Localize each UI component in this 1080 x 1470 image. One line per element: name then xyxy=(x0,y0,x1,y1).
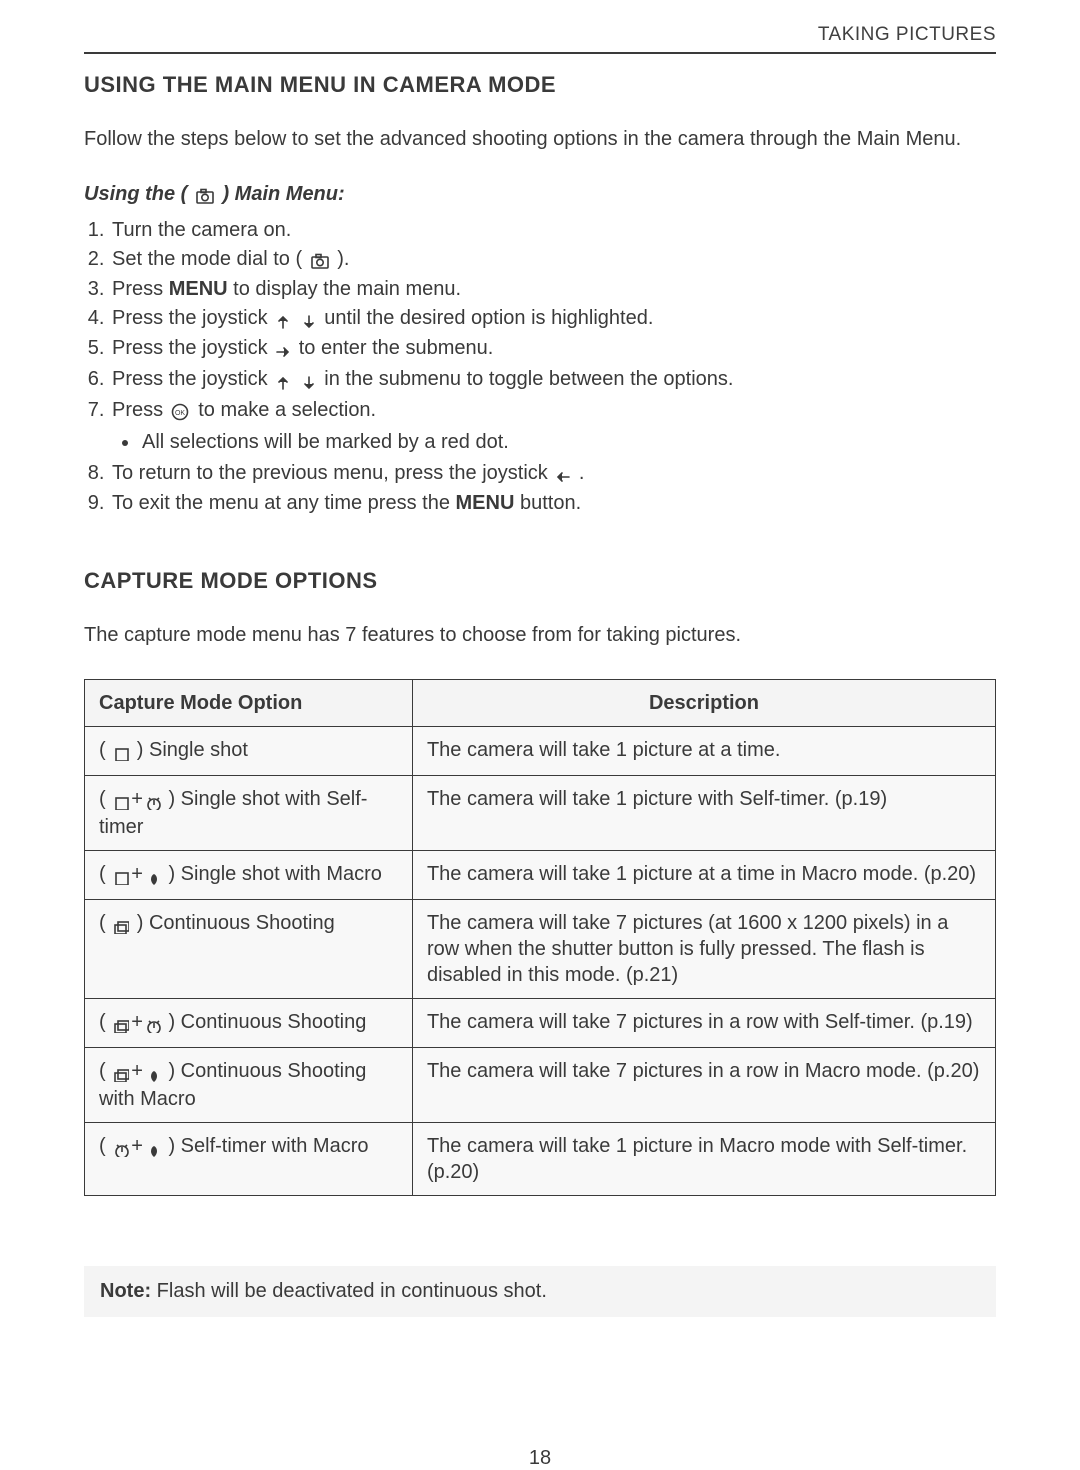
step-7-post: to make a selection. xyxy=(193,399,376,421)
step-4-post: until the desired option is highlighted. xyxy=(319,307,654,329)
opt-cell: ( + ) Single shot with Self-timer xyxy=(85,775,413,850)
header-rule xyxy=(84,52,996,54)
page-number: 18 xyxy=(84,1447,996,1470)
step-5: Press the joystick to enter the submenu. xyxy=(110,334,996,365)
square-icon xyxy=(113,739,129,765)
camera-icon xyxy=(195,185,215,208)
desc-cell: The camera will take 7 pictures (at 1600… xyxy=(412,899,995,998)
desc-cell: The camera will take 1 picture with Self… xyxy=(412,775,995,850)
table-row: ( + ) Single shot with Self-timer The ca… xyxy=(85,775,996,850)
steps-list: Turn the camera on. Set the mode dial to… xyxy=(84,216,996,518)
table-row: ( ) Single shot The camera will take 1 p… xyxy=(85,726,996,775)
arrow-up-icon xyxy=(275,367,291,396)
step-5-pre: Press the joystick xyxy=(112,337,273,359)
header-section-label: TAKING PICTURES xyxy=(84,24,996,46)
step-4-pre: Press the joystick xyxy=(112,307,273,329)
step-8: To return to the previous menu, press th… xyxy=(110,459,996,490)
table-row: ( + ) Continuous Shooting The camera wil… xyxy=(85,998,996,1047)
square-icon xyxy=(113,788,129,814)
table-row: ( + ) Continuous Shooting with Macro The… xyxy=(85,1047,996,1122)
desc-cell: The camera will take 7 pictures in a row… xyxy=(412,998,995,1047)
subheading-post: ) Main Menu: xyxy=(217,183,345,205)
step-3: Press MENU to display the main menu. xyxy=(110,275,996,304)
desc-cell: The camera will take 7 pictures in a row… xyxy=(412,1047,995,1122)
section2-intro: The capture mode menu has 7 features to … xyxy=(84,622,996,649)
step-9-pre: To exit the menu at any time press the xyxy=(112,492,456,514)
note-bold: Note: xyxy=(100,1280,151,1302)
step-3-bold: MENU xyxy=(169,278,228,300)
arrow-left-icon xyxy=(555,461,571,490)
opt-text: ) Continuous Shooting with Macro xyxy=(99,1060,366,1110)
opt-cell: ( + ) Continuous Shooting with Macro xyxy=(85,1047,413,1122)
step-2-pre: Set the mode dial to ( xyxy=(112,248,308,270)
table-header-row: Capture Mode Option Description xyxy=(85,679,996,726)
timer-icon xyxy=(113,1135,129,1161)
section1-subheading: Using the ( ) Main Menu: xyxy=(84,183,996,208)
desc-cell: The camera will take 1 picture in Macro … xyxy=(412,1122,995,1195)
step-6-post: in the submenu to toggle between the opt… xyxy=(319,368,734,390)
step-3-pre: Press xyxy=(112,278,169,300)
step-9-post: button. xyxy=(514,492,581,514)
step-4: Press the joystick until the desired opt… xyxy=(110,304,996,335)
table-row: ( ) Continuous Shooting The camera will … xyxy=(85,899,996,998)
step-2-post: ). xyxy=(332,248,350,270)
note-text: Flash will be deactivated in continuous … xyxy=(151,1280,547,1302)
timer-icon xyxy=(145,788,161,814)
opt-cell: ( + ) Single shot with Macro xyxy=(85,850,413,899)
step-6-pre: Press the joystick xyxy=(112,368,273,390)
arrow-down-icon xyxy=(301,306,317,335)
desc-cell: The camera will take 1 picture at a time… xyxy=(412,726,995,775)
step-5-post: to enter the submenu. xyxy=(293,337,493,359)
opt-text: ) Continuous Shooting xyxy=(131,912,334,934)
timer-icon xyxy=(145,1011,161,1037)
opt-cell: ( + ) Continuous Shooting xyxy=(85,998,413,1047)
camera-icon xyxy=(310,247,330,276)
macro-icon xyxy=(145,863,161,889)
arrow-right-icon xyxy=(275,336,291,365)
arrow-down-icon xyxy=(301,367,317,396)
step-3-post: to display the main menu. xyxy=(228,278,461,300)
continuous-icon xyxy=(113,912,129,938)
step-2: Set the mode dial to ( ). xyxy=(110,245,996,276)
step-7: Press to make a selection. All selection… xyxy=(110,396,996,457)
table-col2-header: Description xyxy=(412,679,995,726)
step-1: Turn the camera on. xyxy=(110,216,996,245)
continuous-icon xyxy=(113,1060,129,1086)
step-8-pre: To return to the previous menu, press th… xyxy=(112,462,553,484)
opt-text: ) Single shot with Self-timer xyxy=(99,788,367,838)
section1-intro: Follow the steps below to set the advanc… xyxy=(84,126,996,153)
arrow-up-icon xyxy=(275,306,291,335)
opt-text: ) Single shot with Macro xyxy=(163,863,382,885)
table-row: ( + ) Self-timer with Macro The camera w… xyxy=(85,1122,996,1195)
step-6: Press the joystick in the submenu to tog… xyxy=(110,365,996,396)
macro-icon xyxy=(145,1135,161,1161)
opt-cell: ( ) Single shot xyxy=(85,726,413,775)
step-8-post: . xyxy=(573,462,584,484)
opt-text: ) Single shot xyxy=(131,739,248,761)
note-box: Note: Flash will be deactivated in conti… xyxy=(84,1266,996,1317)
table-row: ( + ) Single shot with Macro The camera … xyxy=(85,850,996,899)
step-7-bullet: All selections will be marked by a red d… xyxy=(140,428,996,457)
opt-cell: ( + ) Self-timer with Macro xyxy=(85,1122,413,1195)
subheading-pre: Using the ( xyxy=(84,183,193,205)
macro-icon xyxy=(145,1060,161,1086)
ok-icon xyxy=(171,398,191,427)
opt-text: ) Continuous Shooting xyxy=(163,1011,366,1033)
square-icon xyxy=(113,863,129,889)
step-7-pre: Press xyxy=(112,399,169,421)
continuous-icon xyxy=(113,1011,129,1037)
step-9-bold: MENU xyxy=(456,492,515,514)
opt-text: ) Self-timer with Macro xyxy=(163,1135,369,1157)
section2-title: CAPTURE MODE OPTIONS xyxy=(84,568,996,594)
capture-mode-table: Capture Mode Option Description ( ) Sing… xyxy=(84,679,996,1196)
section1-title: USING THE MAIN MENU IN CAMERA MODE xyxy=(84,72,996,98)
desc-cell: The camera will take 1 picture at a time… xyxy=(412,850,995,899)
opt-cell: ( ) Continuous Shooting xyxy=(85,899,413,998)
table-col1-header: Capture Mode Option xyxy=(85,679,413,726)
step-9: To exit the menu at any time press the M… xyxy=(110,489,996,518)
